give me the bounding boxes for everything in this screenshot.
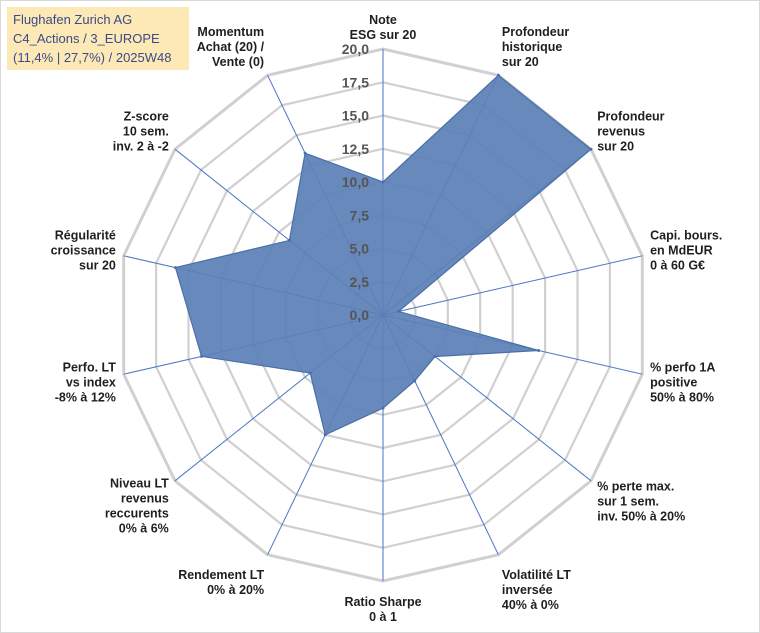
data-point [381,406,385,410]
tick-label: 7,5 [350,207,370,223]
tick-label: 12,5 [342,141,369,157]
data-point [589,147,593,151]
axis-label: Perfo. LT vs index -8% à 12% [55,361,117,405]
data-point [397,309,401,313]
axis-label: Niveau LT revenus reccurents 0% à 6% [105,477,169,536]
axis-label-line: 40% à 0% [502,598,559,612]
axis-label: Note ESG sur 20 [350,13,417,42]
axis-label-line: Profondeur [597,110,664,124]
axis-label-line: sur 20 [79,259,116,273]
tick-label: 17,5 [342,74,369,90]
axis-label-line: 0% à 20% [207,583,264,597]
axis-label: Rendement LT 0% à 20% [178,568,264,597]
axis-label-line: 0% à 6% [119,522,169,536]
axis-label-line: Z-score [124,110,169,124]
axis-label-line: Achat (20) / [197,40,265,54]
axis-label-line: revenus [597,125,645,139]
data-point [323,433,327,437]
data-point [303,151,307,155]
axis-label-line: ESG sur 20 [350,28,417,42]
axis-label: Régularité croissance sur 20 [51,229,116,273]
axis-label-line: -8% à 12% [55,391,116,405]
axis-label-line: inv. 50% à 20% [597,509,685,523]
axis-spoke [382,255,643,316]
axis-label-line: Vente (0) [212,55,264,69]
axis-label-line: Ratio Sharpe [344,595,421,609]
tick-label: 0,0 [350,307,370,323]
axis-label-line: sur 20 [502,55,539,69]
title-line-category: C4_Actions / 3_EUROPE [13,31,160,46]
axis-label-line: sur 1 sem. [597,494,659,508]
tick-label: 15,0 [342,108,369,124]
axis-label: % perfo 1A positive 50% à 80% [650,361,715,405]
axis-label: Capi. bours. en MdEUR 0 à 60 G€ [650,229,722,273]
axis-label-line: reccurents [105,507,169,521]
axis-label-line: 0 à 60 G€ [650,259,705,273]
axis-label: Ratio Sharpe 0 à 1 [344,595,421,624]
radar-series [174,73,593,437]
axis-label-line: historique [502,40,562,54]
axis-label: % perte max. sur 1 sem. inv. 50% à 20% [597,479,685,523]
axis-label-line: Capi. bours. [650,229,722,243]
axis-label-line: Profondeur [502,25,569,39]
title-line-company: Flughafen Zurich AG [13,12,133,27]
axis-label-line: positive [650,376,697,390]
chart-title-box: Flughafen Zurich AG C4_Actions / 3_EUROP… [7,7,189,70]
axis-label: Z-score 10 sem. inv. 2 à -2 [113,110,169,154]
axis-label-line: revenus [121,492,169,506]
tick-label: 10,0 [342,174,369,190]
data-point [308,371,312,375]
tick-label: 20,0 [342,41,369,57]
radar-axis-labels: Note ESG sur 20 Profondeur historique sur 20… [51,13,723,624]
axis-label-line: Niveau LT [110,477,169,491]
tick-label: 5,0 [350,241,370,257]
axis-label-line: en MdEUR [650,244,713,258]
axis-label-line: Momentum [197,25,264,39]
data-point [413,379,417,383]
tick-label: 2,5 [350,274,370,290]
axis-label-line: inv. 2 à -2 [113,140,169,154]
data-point [433,355,437,358]
axis-label-line: vs index [66,376,116,390]
axis-label-line: 10 sem. [123,125,169,139]
axis-label-line: croissance [51,244,116,258]
data-point [200,354,203,358]
axis-label: Profondeur historique sur 20 [502,25,569,69]
axis-label-line: % perfo 1A [650,361,715,375]
axis-label-line: Rendement LT [178,568,264,582]
data-point [287,238,291,242]
radar-tick-labels: 0,0 2,5 5,0 7,5 10,0 12,5 15,0 17,5 20,0 [342,41,369,323]
axis-label-line: Note [369,13,397,27]
data-point [174,266,177,270]
data-point [381,180,385,184]
axis-label-line: Perfo. LT [63,361,117,375]
axis-label-line: Régularité [55,229,116,243]
axis-label: Profondeur revenus sur 20 [597,110,664,154]
title-line-stats: (11,4% | 27,7%) / 2025W48 [13,50,172,65]
axis-label-line: sur 20 [597,140,634,154]
axis-label: Momentum Achat (20) / Vente (0) [197,25,265,69]
axis-label-line: Volatilité LT [502,568,571,582]
axis-label-line: % perte max. [597,479,674,493]
axis-label-line: 50% à 80% [650,391,714,405]
axis-label: Volatilité LT inversée 40% à 0% [502,568,571,612]
axis-label-line: inversée [502,583,553,597]
data-point [537,349,541,352]
axis-label-line: 0 à 1 [369,610,397,624]
data-point [496,73,500,77]
